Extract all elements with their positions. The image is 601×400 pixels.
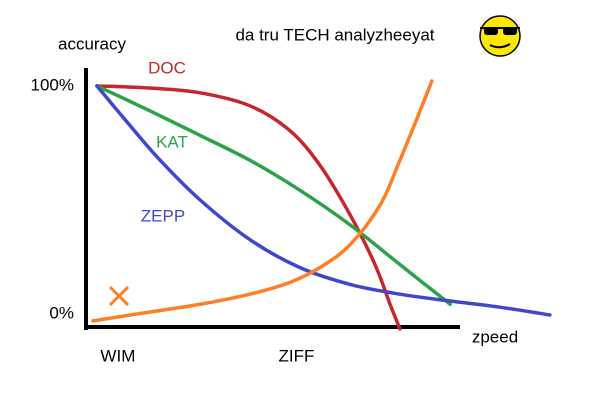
x-tick-label: ZIFF: [279, 346, 315, 365]
series-label: DOC: [148, 58, 186, 77]
orange-cross: [108, 285, 130, 307]
series-line: [91, 79, 434, 323]
y-tick-label: 100%: [31, 75, 74, 94]
smiley: [479, 15, 521, 57]
series-line: [95, 84, 402, 331]
x-axis-label: zpeed: [472, 327, 518, 346]
series-line: [95, 84, 452, 306]
series-line: [95, 84, 552, 317]
series-label: KAT: [156, 132, 188, 151]
series-label: ZEPP: [141, 206, 185, 225]
x-tick-label: WIM: [100, 346, 135, 365]
y-tick-label: 0%: [49, 304, 74, 323]
y-axis-label: accuracy: [58, 34, 127, 53]
chart-title: da tru TECH analyzheeyat: [235, 25, 434, 44]
